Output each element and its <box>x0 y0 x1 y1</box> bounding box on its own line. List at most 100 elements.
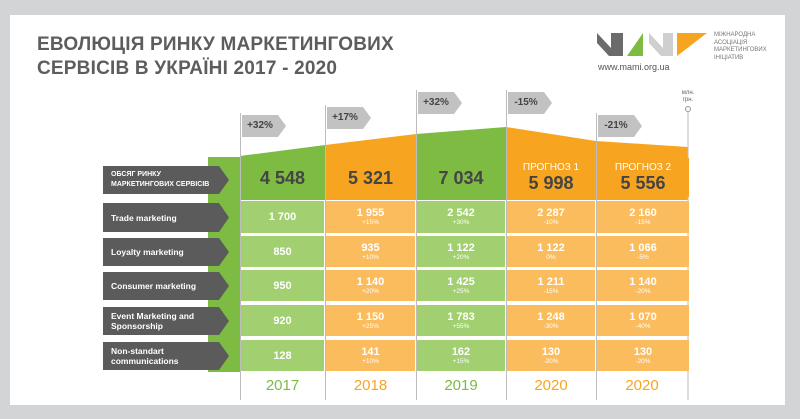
column-divider <box>325 105 326 400</box>
row-label: Non-standart communications <box>111 346 179 366</box>
cell-change: +25% <box>452 287 470 295</box>
growth-flag <box>418 92 462 114</box>
cell-change: -20% <box>635 287 651 295</box>
cell-value: 1 140 <box>629 275 657 288</box>
data-cell: 1 955 +15% <box>326 201 415 233</box>
data-cell: 2 287 -10% <box>507 201 595 233</box>
cell-change: -30% <box>543 322 559 330</box>
cell-value: 162 <box>451 345 471 358</box>
data-cell: 1 066 -5% <box>597 236 689 267</box>
unit-label: млн. грн. <box>678 90 698 104</box>
row-label-arrow <box>103 307 229 335</box>
row-label-arrow <box>103 203 229 232</box>
column-divider <box>240 113 241 400</box>
data-cell: 1 700 <box>241 201 324 233</box>
cell-value: 850 <box>273 245 292 258</box>
total-cell: 5 321 <box>326 158 415 197</box>
cell-value: 1 070 <box>629 310 657 323</box>
cell-change: -5% <box>637 253 649 261</box>
title-line-1: ЕВОЛЮЦІЯ РИНКУ МАРКЕТИНГОВИХ <box>37 34 394 55</box>
cell-change: 0% <box>546 253 556 261</box>
row-label-arrow <box>103 238 229 266</box>
cell-value: 1 248 <box>537 310 565 323</box>
cell-change: -10% <box>543 219 559 226</box>
cell-value: 1 783 <box>447 310 475 323</box>
cell-change: +55% <box>452 322 470 330</box>
cell-change: +10% <box>362 357 379 365</box>
logo-text: МІЖНАРОДНА АСОЦІАЦІЯ МАРКЕТИНГОВИХ ІНІЦІ… <box>714 32 767 62</box>
column-divider <box>506 90 507 400</box>
data-cell: 1 122 0% <box>507 236 595 267</box>
cell-value: 1 425 <box>447 275 475 288</box>
cell-value: 1 122 <box>537 241 565 254</box>
unit-line: грн. <box>682 97 694 103</box>
growth-flag-label: -21% <box>604 120 628 131</box>
cell-value: 141 <box>361 345 380 358</box>
year-label: 2019 <box>444 377 478 394</box>
cell-value: 935 <box>361 241 380 254</box>
data-cell: 2 542 +30% <box>417 201 505 233</box>
year-label: 2018 <box>353 377 388 394</box>
row-label: Event Marketing and Sponsorship <box>111 311 195 331</box>
total-value: 5 556 <box>620 173 666 193</box>
website-link[interactable]: www.mami.org.ua <box>598 62 670 72</box>
unit-marker <box>685 106 691 112</box>
cell-change: +15% <box>452 357 470 365</box>
data-cell: 850 <box>241 236 324 267</box>
data-cell: 130 -20% <box>507 340 595 371</box>
row-label-arrow <box>103 166 229 194</box>
cell-value: 130 <box>633 345 653 358</box>
total-cell: 7 034 <box>417 158 505 197</box>
data-cell: 1 140 +20% <box>326 270 415 301</box>
column-divider <box>596 113 597 400</box>
cell-change: -20% <box>635 357 651 365</box>
unit-line: млн. <box>681 90 695 96</box>
data-cell: 162 +15% <box>417 340 505 371</box>
cell-change: -15% <box>635 219 651 226</box>
total-row-label: ОБСЯГ РИНКУ МАРКЕТИНГОВИХ СЕРВІСІВ <box>111 171 210 188</box>
logo-line: МАРКЕТИНГОВИХ <box>714 47 767 53</box>
cell-value: 920 <box>273 314 292 327</box>
data-cell: 950 <box>241 270 324 301</box>
growth-flag-label: +32% <box>247 120 273 131</box>
cell-change: -40% <box>635 322 651 330</box>
data-cell: 130 -20% <box>597 340 689 371</box>
row-label-arrow <box>103 272 229 300</box>
cell-change: +10% <box>362 253 379 261</box>
forecast-label: ПРОГНОЗ 2 <box>614 162 672 173</box>
cell-change: +20% <box>362 287 379 295</box>
data-cell: 1 150 +25% <box>326 305 415 336</box>
page-title: ЕВОЛЮЦІЯ РИНКУ МАРКЕТИНГОВИХ СЕРВІСІВ В … <box>37 33 394 81</box>
cell-value: 2 287 <box>537 207 565 219</box>
data-cell: 920 <box>241 305 324 336</box>
data-cell: 1 248 -30% <box>507 305 595 336</box>
mami-logo <box>597 33 707 56</box>
cell-value: 1 122 <box>447 241 475 254</box>
data-cell: 1 140 -20% <box>597 270 689 301</box>
row-label: Consumer marketing <box>111 281 197 291</box>
cell-value: 1 066 <box>629 241 657 254</box>
data-cell: 1 425 +25% <box>417 270 505 301</box>
data-cell: 1 211 -15% <box>507 270 595 301</box>
cell-value: 2 160 <box>629 207 657 219</box>
cell-value: 128 <box>273 349 292 362</box>
cell-change: -15% <box>543 287 559 295</box>
data-cell: 1 783 +55% <box>417 305 505 336</box>
logo-line: МІЖНАРОДНА <box>714 32 756 38</box>
growth-flag-label: -15% <box>514 97 538 108</box>
cell-value: 1 140 <box>356 275 385 288</box>
cell-change: +25% <box>362 322 379 330</box>
cell-value: 2 542 <box>447 207 475 219</box>
cell-change: -20% <box>543 357 559 365</box>
growth-flag <box>598 115 642 137</box>
logo-line: АСОЦІАЦІЯ <box>714 39 748 46</box>
cell-value: 1 211 <box>537 275 565 288</box>
year-label: 2020 <box>625 377 659 394</box>
cell-value: 1 700 <box>268 211 297 223</box>
year-label: 2017 <box>265 377 300 394</box>
cell-change: +15% <box>362 219 379 226</box>
growth-flag-label: +17% <box>332 112 358 123</box>
growth-flag <box>508 92 552 114</box>
